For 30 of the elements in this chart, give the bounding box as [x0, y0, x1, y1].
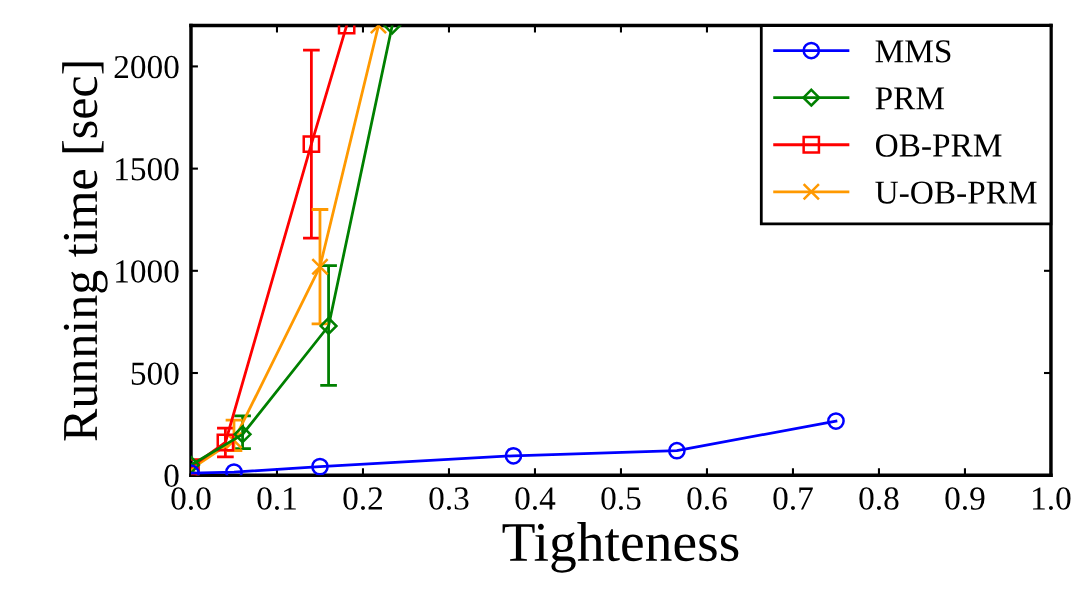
x-tick-label: 0.7 [773, 487, 813, 510]
y-tick-label: 2000 [114, 55, 179, 79]
x-tick-label: 0.1 [257, 487, 296, 510]
legend-label: PRM [875, 87, 945, 110]
legend-label: MMS [875, 40, 951, 63]
x-tick-label: 0.6 [687, 487, 727, 510]
point [504, 446, 523, 465]
legend-label: U-OB-PRM [875, 181, 1037, 204]
y-tick-label: 500 [131, 362, 179, 385]
y-tick-label: 0 [164, 464, 179, 488]
x-tick-label: 0.5 [601, 487, 641, 510]
point [311, 257, 329, 276]
x-tick-label: 0.0 [171, 487, 211, 510]
x-tick-label: 0.8 [859, 487, 899, 510]
x-tick-label: 0.9 [945, 487, 985, 510]
point [667, 441, 686, 460]
x-tick-label: 0.3 [429, 487, 469, 510]
legend-label: OB-PRM [875, 134, 1002, 157]
y-axis-title: Running time [sec] [62, 62, 108, 441]
point [311, 457, 329, 476]
x-tick-label: 0.4 [515, 487, 556, 510]
y-tick-label: 1500 [116, 158, 179, 181]
x-axis-title: Tighteness [502, 522, 739, 573]
point [233, 425, 252, 444]
y-tick-label: 1000 [116, 260, 179, 283]
point [319, 316, 338, 336]
point [827, 412, 845, 430]
point [216, 433, 235, 452]
x-tick-label: 1.0 [1033, 487, 1071, 510]
x-tick-label: 0.2 [343, 487, 382, 510]
